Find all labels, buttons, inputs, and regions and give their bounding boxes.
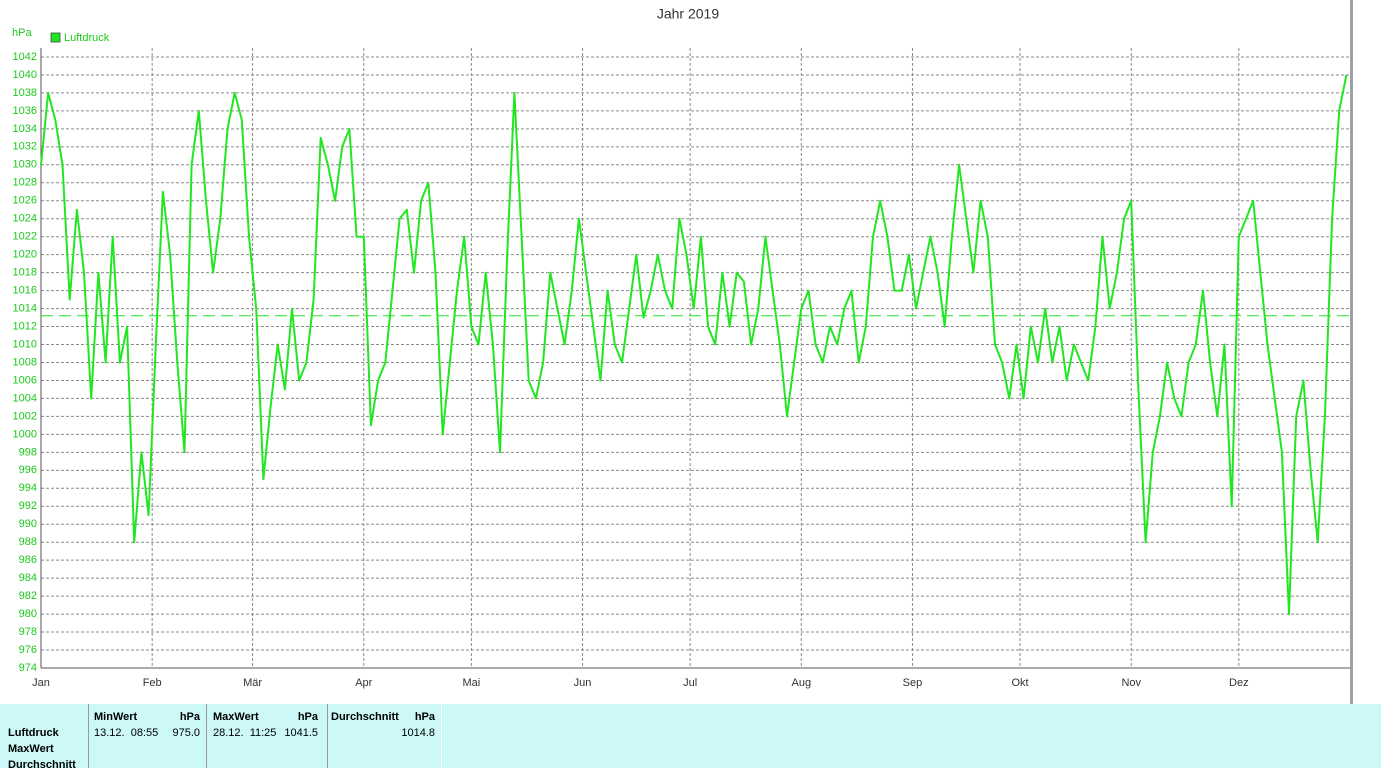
col-header: MinWert bbox=[94, 711, 138, 723]
y-tick-label: 974 bbox=[19, 662, 37, 674]
col-header: Durchschnitt bbox=[331, 711, 399, 723]
x-tick-label: Nov bbox=[1121, 677, 1141, 689]
y-tick-label: 1042 bbox=[13, 51, 37, 63]
x-tick-label: Mär bbox=[243, 677, 262, 689]
y-tick-label: 992 bbox=[19, 500, 37, 512]
y-tick-label: 994 bbox=[19, 482, 37, 494]
col-time: 28.12. 11:25 bbox=[213, 727, 277, 739]
y-tick-label: 1036 bbox=[13, 105, 37, 117]
stats-panel: Luftdruck MaxWert Durchschnitt MinWert h… bbox=[0, 704, 1381, 771]
col-unit: hPa bbox=[179, 711, 200, 723]
col-time: 13.12. 08:55 bbox=[94, 727, 159, 739]
y-tick-label: 986 bbox=[19, 554, 37, 566]
y-tick-label: 988 bbox=[19, 536, 37, 548]
y-tick-label: 1006 bbox=[13, 374, 37, 386]
x-tick-label: Okt bbox=[1011, 677, 1028, 689]
row-label: Luftdruck bbox=[8, 727, 59, 739]
x-tick-label: Dez bbox=[1229, 677, 1249, 689]
col-value: 975.0 bbox=[172, 727, 200, 739]
line-series bbox=[40, 74, 1348, 616]
col-value: 1014.8 bbox=[401, 727, 435, 739]
y-tick-label: 1040 bbox=[13, 69, 37, 81]
col-unit: hPa bbox=[414, 711, 435, 723]
y-tick-label: 1032 bbox=[13, 141, 37, 153]
y-tick-label: 1018 bbox=[13, 267, 37, 279]
y-tick-label: 996 bbox=[19, 464, 37, 476]
y-tick-label: 1002 bbox=[13, 410, 37, 422]
y-tick-label: 998 bbox=[19, 446, 37, 458]
y-tick-label: 1008 bbox=[13, 356, 37, 368]
y-tick-label: 1016 bbox=[13, 285, 37, 297]
y-tick-label: 984 bbox=[19, 572, 37, 584]
col-header: MaxWert bbox=[213, 711, 259, 723]
y-tick-label: 1030 bbox=[13, 159, 37, 171]
y-tick-label: 978 bbox=[19, 626, 37, 638]
y-tick-label: 976 bbox=[19, 644, 37, 656]
y-tick-label: 1022 bbox=[13, 231, 37, 243]
legend-swatch bbox=[50, 32, 61, 43]
row-label: Durchschnitt bbox=[8, 759, 76, 771]
y-tick-label: 1028 bbox=[13, 177, 37, 189]
column: MaxWert hPa 28.12. 11:25 1041.5 bbox=[206, 704, 328, 768]
x-tick-label: Mai bbox=[462, 677, 480, 689]
y-tick-label: 1024 bbox=[13, 213, 37, 225]
y-tick-label: 1038 bbox=[13, 87, 37, 99]
x-tick-label: Sep bbox=[903, 677, 923, 689]
x-tick-label: Jun bbox=[574, 677, 592, 689]
column: Durchschnitt hPa 1014.8 bbox=[327, 704, 442, 768]
y-tick-label: 1012 bbox=[13, 320, 37, 332]
y-tick-label: 1004 bbox=[13, 392, 37, 404]
frame-edge bbox=[1350, 0, 1353, 704]
y-unit: hPa bbox=[12, 27, 32, 39]
x-tick-label: Jan bbox=[32, 677, 50, 689]
x-tick-label: Apr bbox=[355, 677, 372, 689]
y-tick-label: 1010 bbox=[13, 338, 37, 350]
y-tick-label: 1026 bbox=[13, 195, 37, 207]
y-tick-label: 1034 bbox=[13, 123, 37, 135]
chart-title: Jahr 2019 bbox=[657, 6, 719, 22]
col-unit: hPa bbox=[297, 711, 318, 723]
row-label: MaxWert bbox=[8, 743, 54, 755]
y-tick-label: 1000 bbox=[13, 428, 37, 440]
y-tick-label: 980 bbox=[19, 608, 37, 620]
legend-label: Luftdruck bbox=[64, 32, 110, 44]
y-tick-label: 1014 bbox=[13, 302, 37, 314]
y-tick-label: 982 bbox=[19, 590, 37, 602]
column: MinWert hPa 13.12. 08:55 975.0 bbox=[88, 704, 207, 768]
col-value: 1041.5 bbox=[284, 727, 318, 739]
x-tick-label: Aug bbox=[792, 677, 812, 689]
x-tick-label: Jul bbox=[683, 677, 697, 689]
y-tick-label: 990 bbox=[19, 518, 37, 530]
y-tick-label: 1020 bbox=[13, 249, 37, 261]
x-tick-label: Feb bbox=[143, 677, 162, 689]
chart: Jahr 2019 hPa 974 976 978 980 982 984 986 988 99… bbox=[12, 0, 1353, 704]
